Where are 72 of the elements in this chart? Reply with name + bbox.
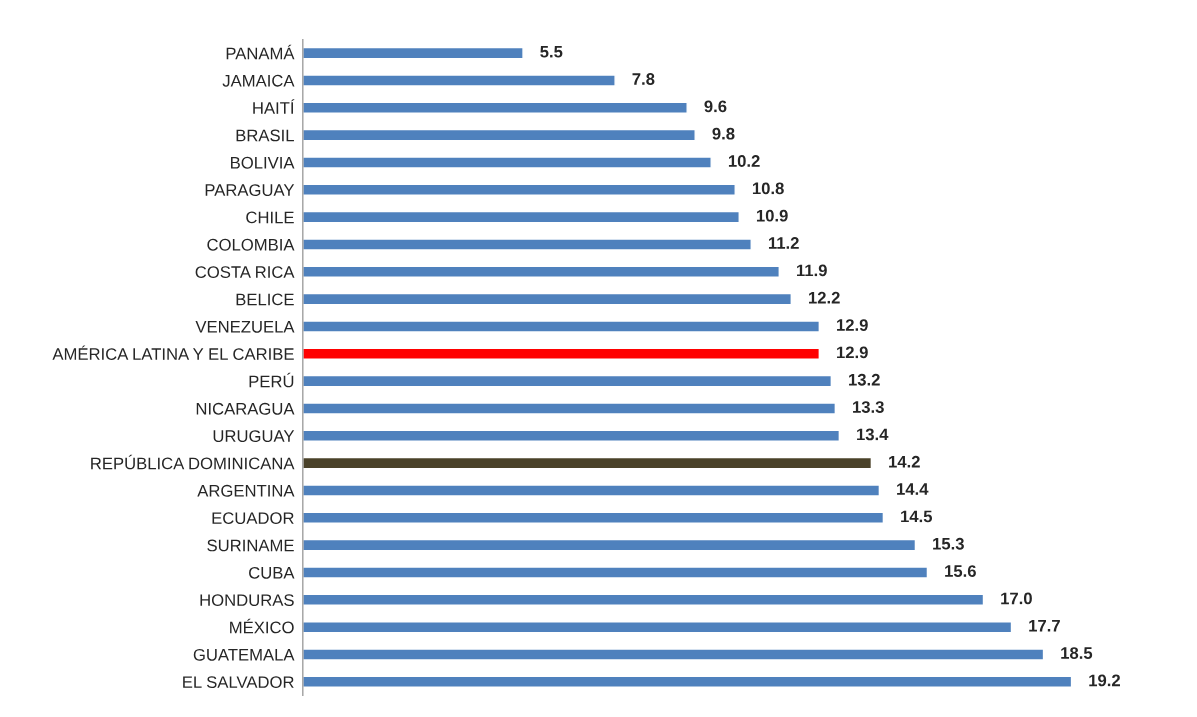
- y-tick-label: COLOMBIA: [207, 238, 295, 251]
- bar: [302, 566, 929, 579]
- data-label: 12.9: [837, 346, 868, 359]
- y-tick-label: REPÚBLICA DOMINICANA: [91, 454, 295, 470]
- y-tick-label: HONDURAS: [200, 594, 294, 607]
- data-label: 14.4: [897, 483, 929, 495]
- bar: [302, 320, 821, 333]
- y-tick-label: PERÚ: [249, 372, 294, 388]
- bar: [302, 265, 780, 278]
- y-tick-label: NICARAGUA: [196, 402, 295, 415]
- data-label: 10.9: [756, 209, 788, 222]
- data-label: 5.5: [540, 45, 563, 58]
- y-tick-label: BRASIL: [236, 129, 294, 142]
- bar: [302, 484, 881, 497]
- data-label: 13.3: [853, 401, 884, 413]
- bar: [302, 238, 752, 251]
- bar: [302, 402, 837, 415]
- y-tick-label: MÉXICO: [230, 618, 294, 634]
- y-tick-label: VENEZUELA: [195, 321, 295, 333]
- data-label: 9.6: [704, 100, 727, 113]
- bar: [302, 74, 616, 87]
- data-label: 10.2: [728, 155, 760, 167]
- y-tick-label: CUBA: [249, 566, 295, 579]
- data-label: 15.3: [933, 537, 964, 550]
- bar: [302, 538, 917, 552]
- bar: [302, 210, 740, 224]
- data-label: 18.5: [1061, 647, 1093, 659]
- y-tick-label: URUGUAY: [213, 430, 295, 442]
- bar: [302, 429, 841, 442]
- bar: [302, 374, 833, 388]
- bar: [302, 648, 1045, 661]
- y-tick-label: COSTA RICA: [195, 266, 295, 278]
- bar: [302, 128, 696, 142]
- y-tick-label: AMÉRICA LATINA Y EL CARIBE: [52, 345, 294, 360]
- data-label: 9.8: [712, 127, 735, 140]
- data-label: 12.9: [837, 319, 868, 331]
- data-label: 15.6: [945, 565, 976, 577]
- bar: [302, 675, 1073, 688]
- y-tick-label: EL SALVADOR: [183, 676, 294, 689]
- bar: [302, 156, 712, 169]
- y-tick-label: BOLIVIA: [231, 156, 295, 169]
- data-label: 17.0: [1001, 592, 1032, 605]
- data-label: 14.2: [889, 455, 920, 468]
- bar: [302, 292, 792, 306]
- y-tick-label: BELICE: [236, 293, 294, 306]
- data-label: 13.4: [857, 428, 889, 441]
- bar: [302, 456, 873, 470]
- bar: [302, 183, 736, 196]
- y-tick-label: ECUADOR: [212, 512, 294, 525]
- data-label: 11.2: [768, 237, 799, 249]
- y-tick-label: CHILE: [246, 211, 294, 224]
- y-tick-label: SURINAME: [207, 539, 294, 552]
- y-tick-label: GUATEMALA: [193, 648, 295, 661]
- data-label: 19.2: [1089, 674, 1120, 687]
- bar: [302, 46, 524, 60]
- y-tick-label: ARGENTINA: [197, 484, 295, 497]
- bar: [302, 347, 821, 360]
- data-label: 10.8: [752, 182, 784, 195]
- bar: [302, 593, 985, 606]
- data-label: 17.7: [1029, 619, 1060, 632]
- data-label: 12.2: [809, 291, 840, 304]
- y-tick-label: JAMAICA: [222, 74, 295, 87]
- y-tick-label: PARAGUAY: [205, 184, 295, 196]
- data-label: 14.5: [901, 510, 933, 523]
- y-tick-label: PANAMÁ: [226, 44, 295, 60]
- data-label: 11.9: [797, 264, 827, 277]
- bar: [302, 511, 885, 524]
- data-label: 13.2: [849, 373, 880, 386]
- bar: [302, 620, 1013, 634]
- data-label: 7.8: [632, 73, 655, 85]
- bar: [302, 101, 688, 114]
- y-tick-label: HAITÍ: [253, 99, 295, 114]
